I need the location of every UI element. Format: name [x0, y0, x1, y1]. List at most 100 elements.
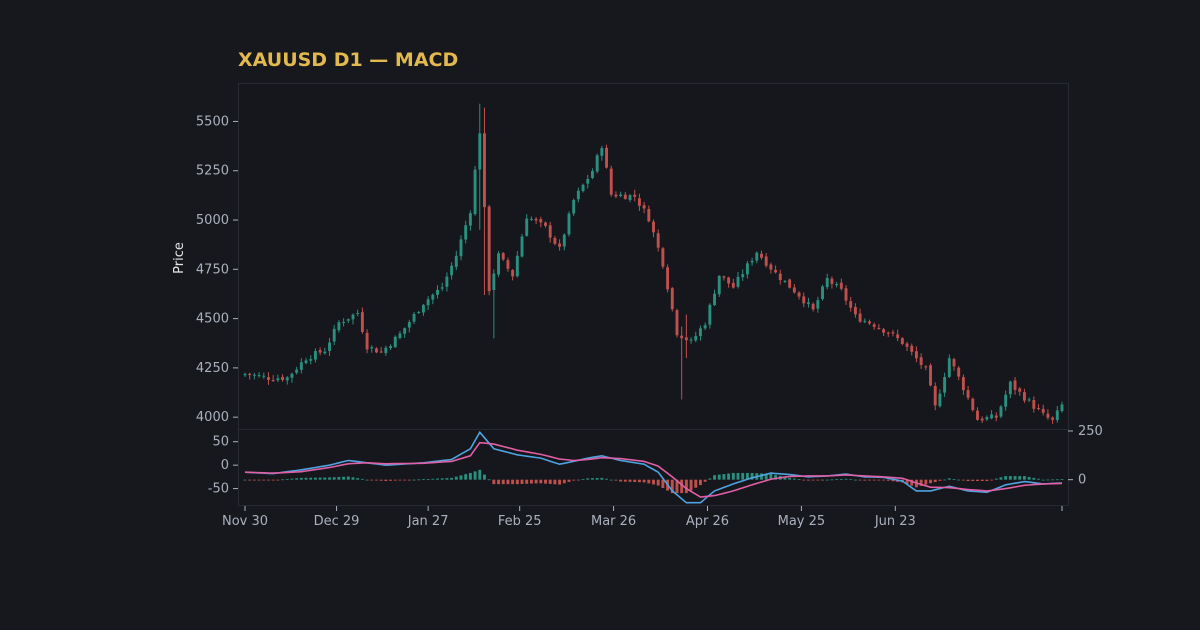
- candle: [525, 214, 529, 237]
- macd-histogram-bar: [980, 479, 984, 482]
- macd-histogram-bar: [919, 479, 923, 486]
- macd-histogram-bar: [421, 479, 425, 481]
- candle-body: [243, 373, 247, 376]
- candle: [511, 269, 515, 281]
- candle: [924, 365, 928, 371]
- candle-body: [666, 267, 670, 290]
- macd-histogram-bar: [318, 477, 322, 480]
- macd-histogram-bar: [459, 475, 463, 480]
- macd-histogram-bar: [497, 479, 501, 485]
- candle-body: [886, 332, 890, 334]
- candle: [403, 327, 407, 338]
- candle-body: [633, 194, 637, 197]
- macd-histogram-bar: [558, 479, 562, 485]
- macd-histogram-bar: [304, 477, 308, 480]
- candle: [750, 257, 754, 266]
- macd-histogram-bar: [835, 479, 839, 481]
- candle-body: [468, 213, 472, 226]
- candle: [853, 303, 857, 318]
- macd-histogram-bar: [661, 479, 665, 489]
- candle-body: [595, 155, 599, 172]
- candle: [952, 357, 956, 371]
- macd-histogram-bar: [243, 479, 247, 481]
- candle: [623, 191, 627, 200]
- candle: [792, 284, 796, 294]
- candle-body: [858, 313, 862, 322]
- macd-histogram-bar: [853, 479, 857, 481]
- candle-body: [623, 194, 627, 199]
- macd-histogram-bar: [830, 479, 834, 481]
- candle: [943, 372, 947, 397]
- candle-body: [882, 329, 886, 333]
- macd-panel: [238, 429, 1069, 506]
- macd-histogram-bar: [999, 477, 1003, 480]
- macd-histogram-bar: [788, 477, 792, 480]
- candle: [947, 354, 951, 379]
- x-axis: Nov 30 Dec 29 Jan 27 Feb 25 Mar 26 Apr 26 May …: [222, 506, 1063, 529]
- candle: [1018, 386, 1022, 396]
- candle-body: [337, 322, 341, 331]
- candle-body: [637, 198, 641, 206]
- candle: [1037, 404, 1040, 411]
- macd-histogram-bar: [703, 479, 707, 482]
- candle: [619, 191, 623, 198]
- macd-histogram-bar: [468, 472, 472, 480]
- candle-body: [952, 359, 956, 367]
- candle: [994, 412, 998, 422]
- candle: [384, 345, 388, 357]
- candle-body: [403, 328, 407, 334]
- macd-histogram-bar: [483, 474, 486, 480]
- macd-histogram-bar: [1027, 476, 1031, 480]
- candle-body: [1018, 388, 1022, 392]
- candle: [957, 366, 961, 381]
- macd-histogram-bar: [952, 479, 956, 480]
- candle: [520, 233, 524, 258]
- candle: [271, 375, 275, 382]
- candle: [534, 217, 538, 224]
- candle-body: [539, 219, 543, 223]
- x-tick-label: Jun 23: [874, 514, 916, 529]
- candle: [295, 366, 299, 375]
- candle: [844, 285, 848, 305]
- candle-body: [558, 243, 562, 247]
- macd-histogram-bar: [252, 479, 256, 481]
- candle: [459, 235, 463, 261]
- macd-histogram-bar: [1004, 476, 1008, 480]
- candle: [281, 374, 285, 382]
- candle: [591, 168, 594, 180]
- candle: [783, 280, 787, 283]
- candle-body: [703, 325, 707, 329]
- candle-body: [802, 296, 806, 304]
- macd-histogram-bar: [337, 476, 341, 480]
- macd-histogram-bar: [882, 479, 886, 481]
- macd-histogram-bar: [478, 469, 482, 480]
- candle: [243, 372, 247, 378]
- candle: [886, 331, 890, 337]
- candle: [454, 250, 458, 271]
- candle-body: [614, 194, 618, 197]
- macd-histogram-bar: [731, 472, 735, 480]
- macd-histogram-bar: [567, 479, 571, 482]
- candle: [684, 314, 688, 359]
- candle-body: [1060, 404, 1064, 412]
- candle: [863, 318, 867, 324]
- macd-histogram-bar: [722, 474, 726, 480]
- macd-histogram-bar: [342, 476, 346, 480]
- macd-histogram-bar: [572, 479, 576, 481]
- macd-histogram-bar: [943, 479, 947, 481]
- candle: [342, 318, 346, 327]
- candle-body: [483, 133, 486, 208]
- macd-histogram-bar: [745, 472, 749, 480]
- candle-body: [304, 360, 308, 364]
- chart-title: XAUUSD D1 — MACD: [238, 49, 458, 71]
- macd-histogram-bar: [910, 479, 914, 486]
- candle: [1055, 406, 1059, 423]
- macd-histogram-bar: [647, 479, 651, 484]
- y-axis-label: Price: [172, 242, 187, 274]
- candle: [1008, 380, 1012, 399]
- candle-body: [1032, 400, 1036, 409]
- macd-histogram-bar: [985, 479, 989, 482]
- macd-histogram-bar: [877, 479, 881, 481]
- candle-body: [755, 252, 759, 261]
- candle-body: [647, 209, 651, 222]
